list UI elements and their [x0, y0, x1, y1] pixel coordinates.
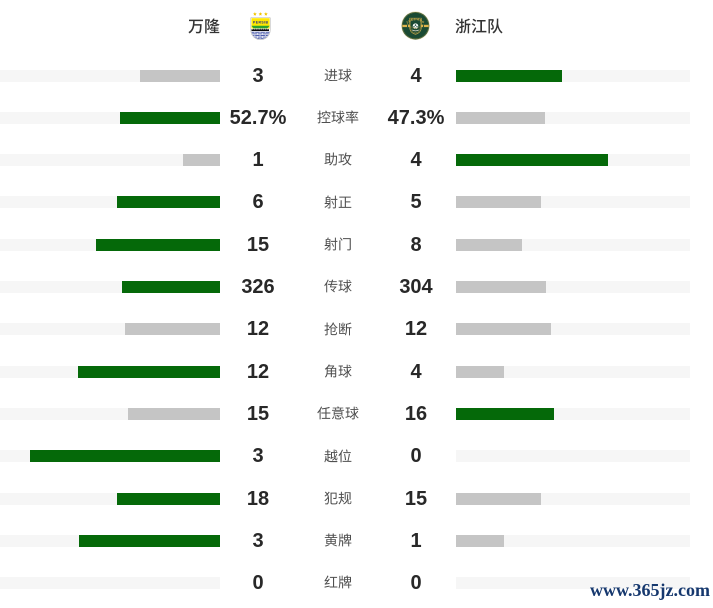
- svg-text:PERSIB: PERSIB: [253, 21, 269, 25]
- svg-text:ZHEJIANG: ZHEJIANG: [405, 17, 426, 24]
